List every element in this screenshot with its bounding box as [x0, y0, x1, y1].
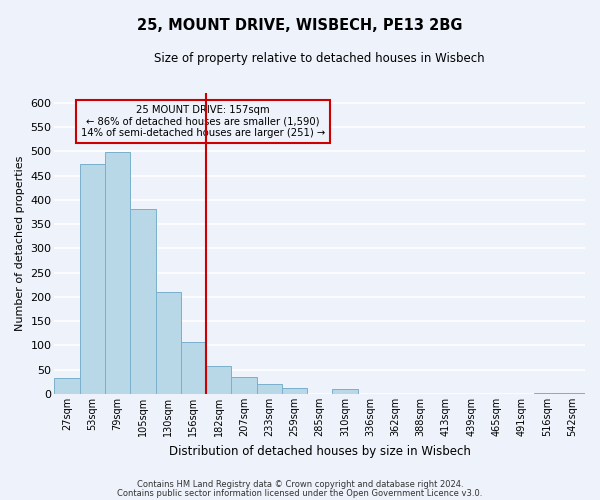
- Bar: [130, 208, 155, 394]
- Bar: [80, 164, 105, 394]
- Bar: [155, 292, 181, 394]
- Bar: [232, 376, 257, 394]
- X-axis label: Distribution of detached houses by size in Wisbech: Distribution of detached houses by size …: [169, 444, 470, 458]
- Title: Size of property relative to detached houses in Wisbech: Size of property relative to detached ho…: [154, 52, 485, 66]
- Bar: [105, 152, 130, 394]
- Bar: [535, 393, 560, 394]
- Y-axis label: Number of detached properties: Number of detached properties: [15, 156, 25, 331]
- Text: 25 MOUNT DRIVE: 157sqm
← 86% of detached houses are smaller (1,590)
14% of semi-: 25 MOUNT DRIVE: 157sqm ← 86% of detached…: [81, 105, 325, 138]
- Bar: [55, 378, 80, 394]
- Text: Contains HM Land Registry data © Crown copyright and database right 2024.: Contains HM Land Registry data © Crown c…: [137, 480, 463, 489]
- Bar: [332, 388, 358, 394]
- Text: 25, MOUNT DRIVE, WISBECH, PE13 2BG: 25, MOUNT DRIVE, WISBECH, PE13 2BG: [137, 18, 463, 32]
- Bar: [282, 388, 307, 394]
- Text: Contains public sector information licensed under the Open Government Licence v3: Contains public sector information licen…: [118, 488, 482, 498]
- Bar: [257, 384, 282, 394]
- Bar: [560, 393, 585, 394]
- Bar: [206, 366, 232, 394]
- Bar: [181, 342, 206, 394]
